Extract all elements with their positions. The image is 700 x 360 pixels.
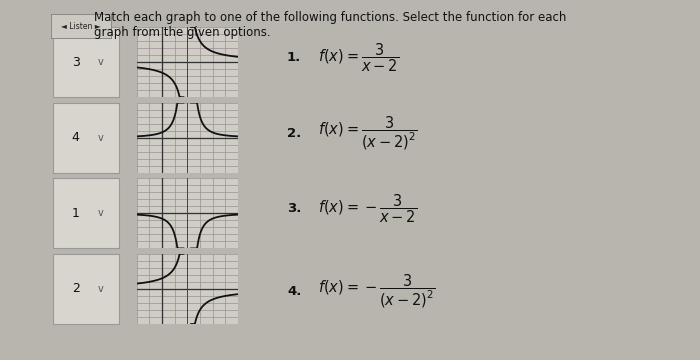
Text: 3.: 3.	[287, 202, 302, 215]
Text: Match each graph to one of the following functions. Select the function for each: Match each graph to one of the following…	[94, 11, 567, 39]
Text: 1: 1	[72, 207, 80, 220]
Text: v: v	[97, 57, 104, 67]
Text: $f(x) = \dfrac{3}{(x-2)^2}$: $f(x) = \dfrac{3}{(x-2)^2}$	[318, 114, 418, 152]
Text: 4.: 4.	[287, 285, 302, 298]
Text: $f(x) = \dfrac{3}{x-2}$: $f(x) = \dfrac{3}{x-2}$	[318, 41, 400, 74]
Text: 1.: 1.	[287, 51, 301, 64]
Text: 4: 4	[72, 131, 80, 144]
Text: ◄ Listen ►: ◄ Listen ►	[61, 22, 101, 31]
Text: 2: 2	[72, 282, 80, 296]
Text: $f(x) = -\dfrac{3}{x-2}$: $f(x) = -\dfrac{3}{x-2}$	[318, 193, 417, 225]
Text: v: v	[97, 284, 104, 294]
Text: 2.: 2.	[287, 127, 301, 140]
Text: v: v	[97, 133, 104, 143]
Text: v: v	[97, 208, 104, 218]
Text: $f(x) = -\dfrac{3}{(x-2)^2}$: $f(x) = -\dfrac{3}{(x-2)^2}$	[318, 273, 436, 310]
Text: 3: 3	[72, 55, 80, 69]
